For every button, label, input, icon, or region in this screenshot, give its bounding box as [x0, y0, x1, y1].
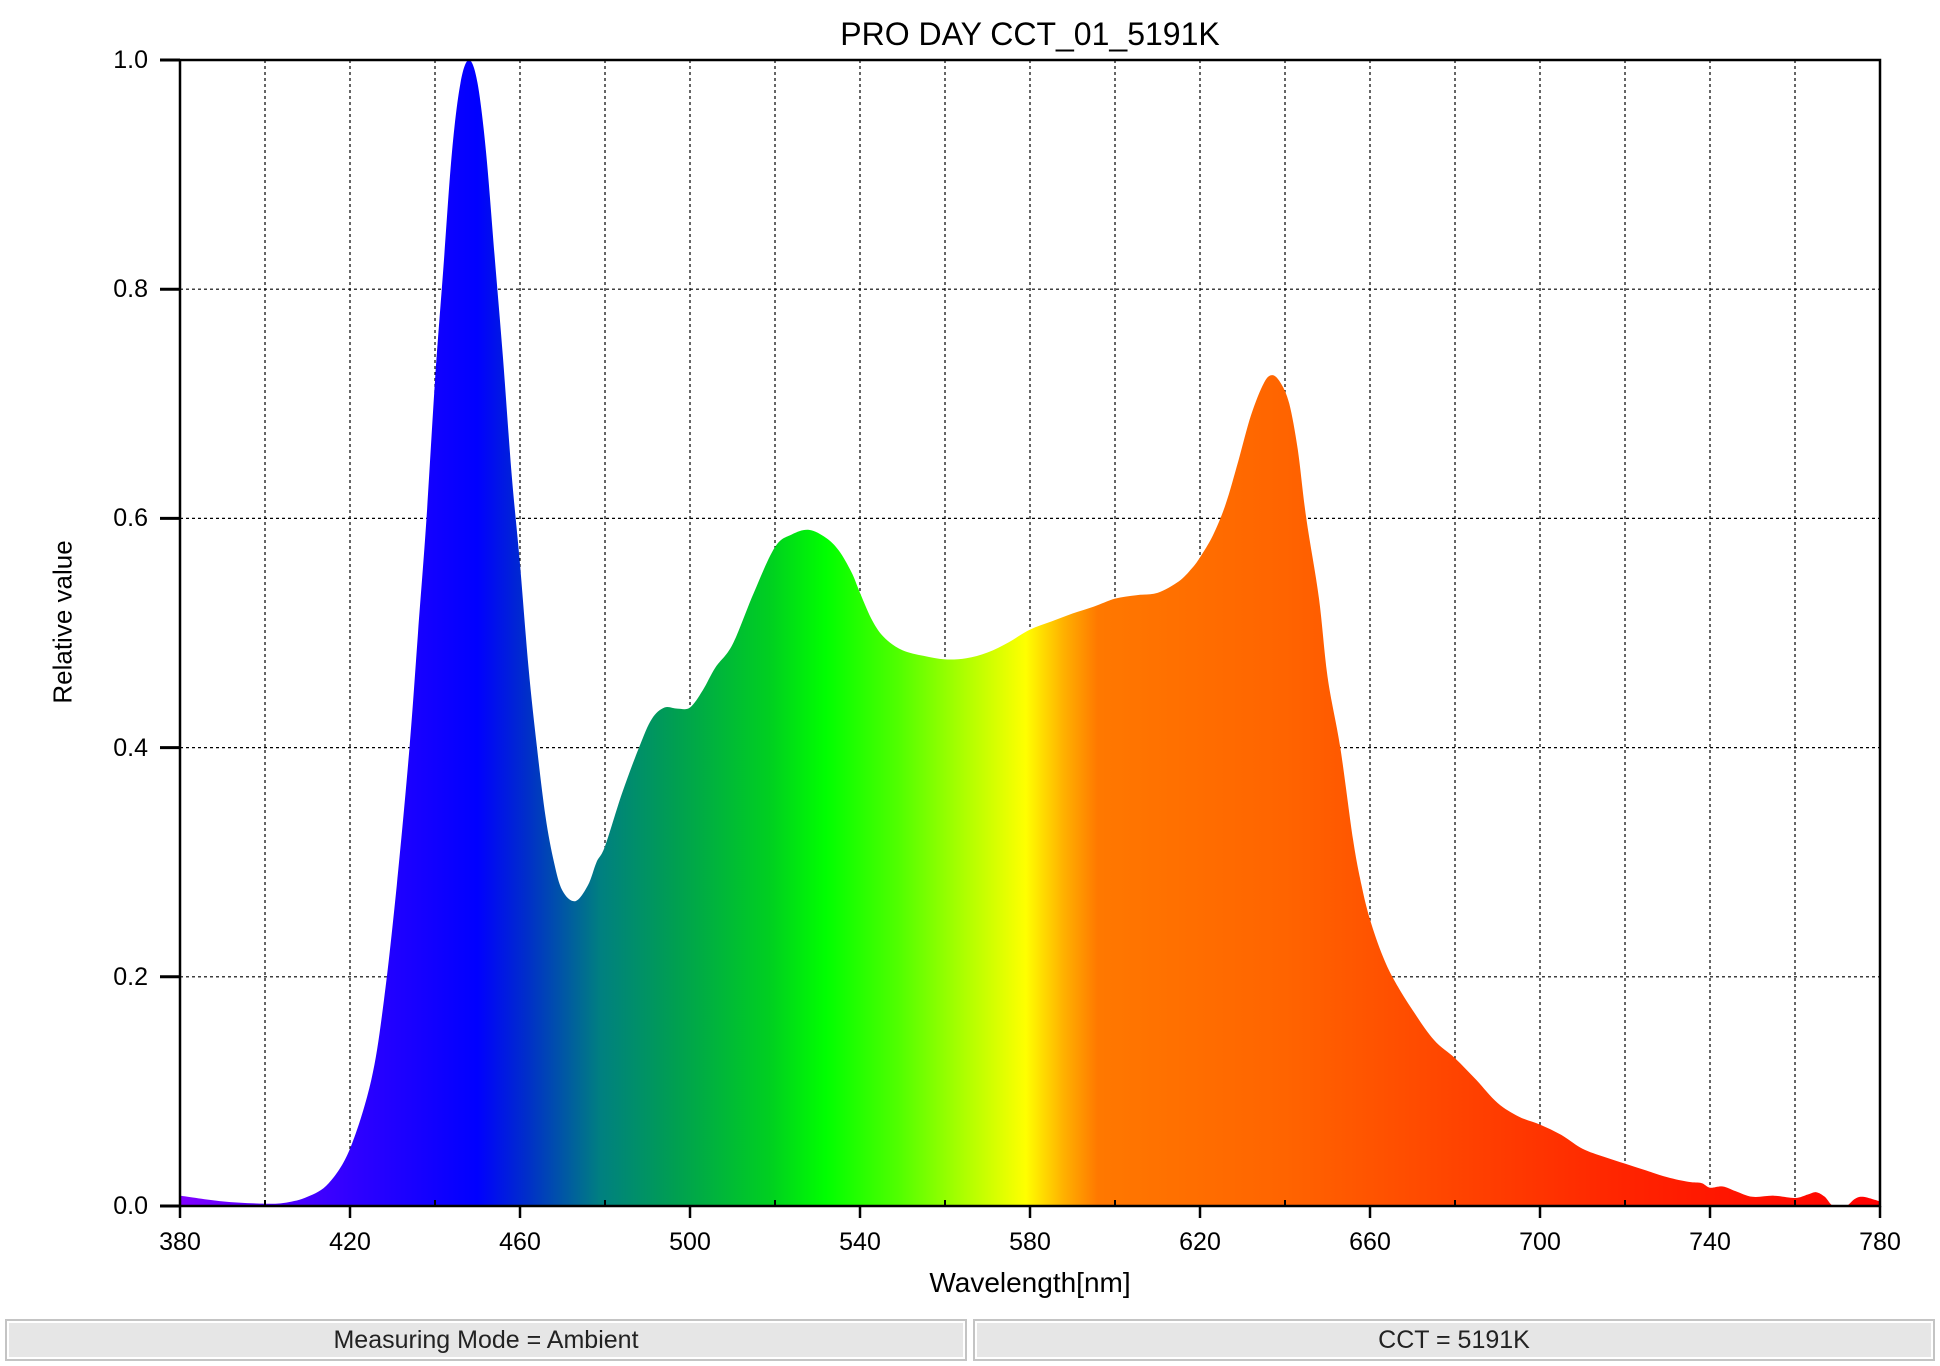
- y-tick-label: 0.6: [113, 504, 148, 533]
- x-tick-label: 660: [1349, 1228, 1391, 1256]
- x-tick-label: 740: [1689, 1228, 1731, 1256]
- x-tick-label: 460: [499, 1228, 541, 1256]
- x-tick-label: 380: [159, 1228, 201, 1256]
- x-tick-label: 620: [1179, 1228, 1221, 1256]
- x-tick-label: 580: [1009, 1228, 1051, 1256]
- measuring-mode-panel: Measuring Mode = Ambient: [5, 1319, 967, 1361]
- y-tick-label: 1.0: [113, 46, 148, 74]
- x-tick-label: 500: [669, 1228, 711, 1256]
- y-tick-label: 0.0: [113, 1192, 148, 1220]
- y-tick-label: 0.8: [113, 275, 148, 304]
- cct-panel: CCT = 5191K: [973, 1319, 1935, 1361]
- y-tick-label: 0.4: [113, 733, 148, 762]
- x-tick-label: 700: [1519, 1228, 1561, 1256]
- chart-title: PRO DAY CCT_01_5191K: [840, 16, 1220, 52]
- x-tick-label: 780: [1859, 1228, 1901, 1256]
- x-axis-label: Wavelength[nm]: [929, 1267, 1131, 1298]
- x-tick-label: 420: [329, 1228, 371, 1256]
- plot-frame: [160, 58, 1882, 1218]
- spectrum-area: [180, 60, 1880, 1206]
- y-axis-label: Relative value: [47, 540, 78, 704]
- x-tick-label: 540: [839, 1228, 881, 1256]
- cct-text: CCT = 5191K: [1378, 1325, 1530, 1354]
- y-tick-label: 0.2: [113, 962, 148, 991]
- measuring-mode-text: Measuring Mode = Ambient: [333, 1325, 639, 1354]
